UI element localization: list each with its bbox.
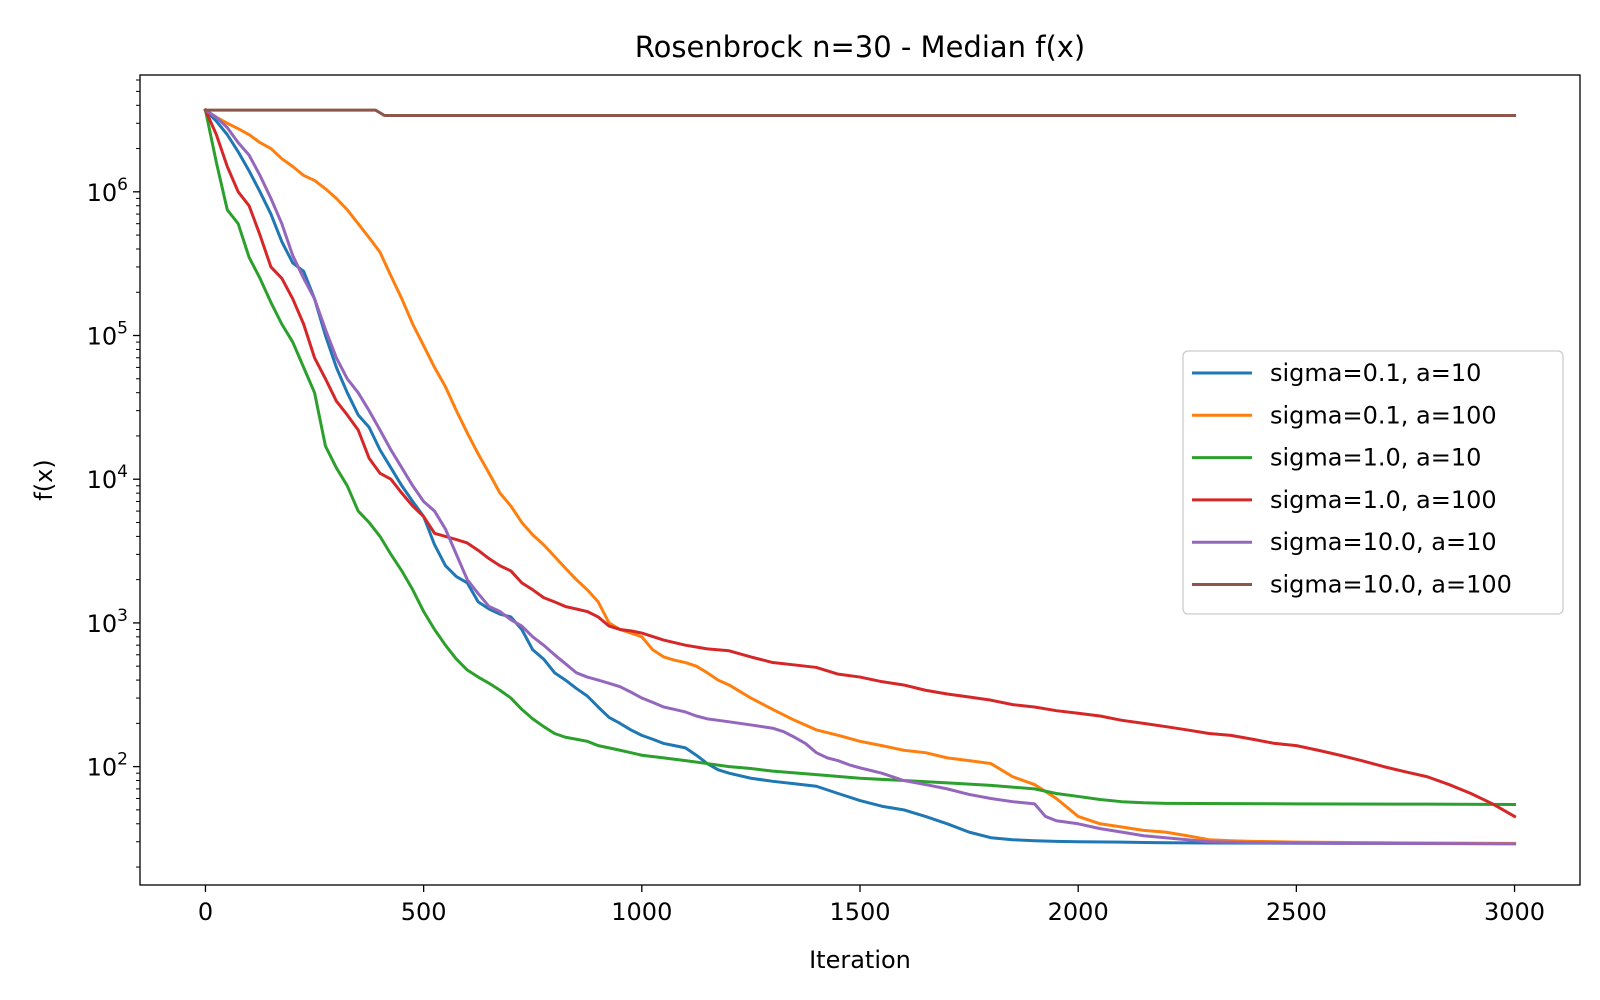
y-axis-label: f(x) xyxy=(30,459,58,500)
series-line-1 xyxy=(203,108,1517,846)
plot-lines xyxy=(203,108,1517,846)
y-tick-label: 104 xyxy=(87,462,128,494)
x-tick-label: 0 xyxy=(198,898,213,926)
x-tick-label: 1000 xyxy=(611,898,672,926)
y-tick-label: 105 xyxy=(87,319,128,351)
legend-label: sigma=0.1, a=100 xyxy=(1270,401,1497,429)
series-line-4 xyxy=(203,108,1517,819)
legend-label: sigma=10.0, a=10 xyxy=(1270,528,1497,556)
x-tick-label: 2000 xyxy=(1048,898,1109,926)
legend-label: sigma=0.1, a=10 xyxy=(1270,359,1481,387)
chart-title: Rosenbrock n=30 - Median f(x) xyxy=(635,30,1086,64)
legend-frame xyxy=(1182,350,1564,615)
y-tick-label: 103 xyxy=(87,606,128,638)
y-tick-label: 106 xyxy=(87,175,128,207)
y-tick-label: 102 xyxy=(87,750,128,782)
legend-label: sigma=1.0, a=100 xyxy=(1270,486,1497,514)
x-tick-label: 3000 xyxy=(1484,898,1545,926)
x-tick-label: 2500 xyxy=(1266,898,1327,926)
legend-label: sigma=10.0, a=100 xyxy=(1270,571,1512,599)
series-line-3 xyxy=(203,108,1517,806)
series-line-6 xyxy=(203,108,1517,117)
x-tick-label: 500 xyxy=(401,898,447,926)
x-axis-ticks: 0 500 1000 1500 2000 2500 3000 xyxy=(198,885,1545,926)
x-tick-label: 1500 xyxy=(829,898,890,926)
y-axis-ticks: 102 103 104 105 106 xyxy=(87,79,140,868)
legend-label: sigma=1.0, a=10 xyxy=(1270,444,1481,472)
series-line-5 xyxy=(203,108,1517,846)
x-axis-label: Iteration xyxy=(809,946,911,974)
legend: sigma=0.1, a=10 sigma=0.1, a=100 sigma=1.0… xyxy=(1182,350,1564,615)
